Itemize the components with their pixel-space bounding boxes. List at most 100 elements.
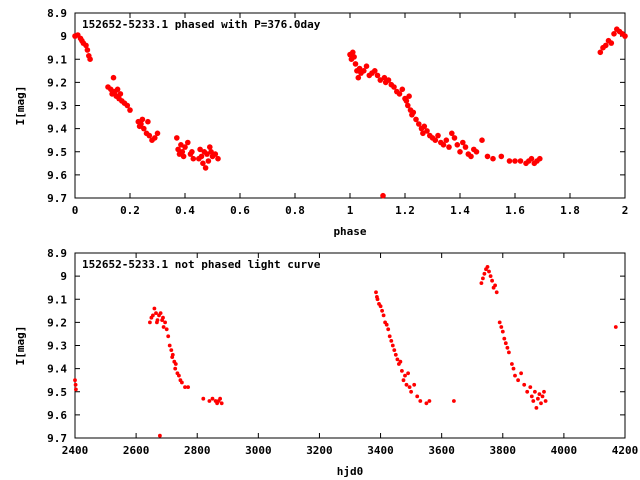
y-tick-label: 9 xyxy=(60,270,67,283)
data-point xyxy=(170,352,175,357)
data-point xyxy=(186,385,191,389)
data-point xyxy=(452,399,456,403)
data-point xyxy=(108,86,114,93)
x-tick-label: 4000 xyxy=(551,444,578,457)
data-point xyxy=(462,144,469,150)
y-tick-label: 9 xyxy=(60,30,67,43)
x-tick-label: 0 xyxy=(72,204,79,217)
y-tick-label: 9.5 xyxy=(47,386,67,399)
data-point xyxy=(531,399,536,403)
data-point xyxy=(205,158,212,164)
data-point xyxy=(361,68,367,74)
data-point xyxy=(443,137,450,143)
data-point xyxy=(427,399,432,403)
data-point xyxy=(398,359,403,364)
data-point xyxy=(389,339,394,343)
data-point xyxy=(189,149,195,155)
y-tick-label: 9.2 xyxy=(47,76,67,89)
data-point xyxy=(440,142,447,148)
y-tick-label: 9.1 xyxy=(47,293,67,306)
data-point xyxy=(152,306,157,311)
data-point xyxy=(200,160,206,167)
data-point xyxy=(396,91,403,97)
data-point xyxy=(534,406,539,410)
data-point xyxy=(406,371,410,376)
x-tick-label: 0.6 xyxy=(230,204,250,217)
data-point xyxy=(488,274,493,278)
y-tick-label: 9.7 xyxy=(47,432,67,445)
data-point xyxy=(374,290,378,295)
data-point xyxy=(207,144,213,150)
data-point xyxy=(499,325,504,329)
data-point xyxy=(525,389,530,394)
data-point xyxy=(154,130,161,137)
data-point xyxy=(512,158,518,164)
data-point xyxy=(146,132,153,139)
data-point xyxy=(208,149,214,155)
data-point xyxy=(380,192,386,199)
data-point xyxy=(73,378,77,383)
x-tick-label: 3200 xyxy=(306,444,333,457)
data-point xyxy=(533,389,537,394)
phased-light-curve-panel: 0 0.2 0.4 0.6 0.8 1 1.2 1.4 1.6 1.8 2 8.9 9 9.1 9.2 9.3… xyxy=(14,7,628,238)
data-point xyxy=(148,320,152,325)
data-point xyxy=(490,278,494,283)
data-point xyxy=(468,153,474,160)
data-point xyxy=(418,399,423,403)
data-point xyxy=(74,387,78,392)
x-tick-label: 1.4 xyxy=(450,204,470,217)
data-point xyxy=(482,271,487,276)
data-point xyxy=(507,350,511,355)
x-axis-label: phase xyxy=(333,225,366,238)
data-point xyxy=(597,49,604,56)
data-point xyxy=(513,373,517,378)
data-point xyxy=(204,151,210,157)
y-tick-label: 9.6 xyxy=(47,409,67,422)
data-point xyxy=(500,329,505,334)
data-point xyxy=(212,151,219,157)
data-point xyxy=(487,269,491,274)
data-point xyxy=(432,137,439,143)
data-point xyxy=(73,382,78,387)
y-tick-label: 9.3 xyxy=(47,100,67,113)
data-point xyxy=(490,155,496,162)
data-point xyxy=(529,394,534,399)
data-point xyxy=(352,61,359,67)
data-point xyxy=(84,47,91,53)
x-tick-label: 2800 xyxy=(184,444,211,457)
data-point xyxy=(420,130,426,137)
data-point xyxy=(350,49,356,56)
data-point xyxy=(391,84,397,90)
data-point xyxy=(435,132,441,139)
data-point xyxy=(374,72,381,79)
x-tick-label: 2600 xyxy=(123,444,150,457)
data-point xyxy=(528,385,533,389)
data-point xyxy=(449,130,455,137)
x-tick-label: 0.8 xyxy=(285,204,305,217)
data-point xyxy=(114,86,121,93)
x-tick-label: 3000 xyxy=(245,444,272,457)
x-tick-label: 0.4 xyxy=(175,204,195,217)
data-point xyxy=(83,42,89,49)
data-point xyxy=(406,93,412,99)
data-point xyxy=(390,343,395,348)
data-point xyxy=(169,348,174,352)
data-point xyxy=(381,313,386,318)
data-point xyxy=(219,401,224,406)
data-point xyxy=(161,325,166,329)
data-point xyxy=(424,401,429,406)
data-point xyxy=(404,382,409,387)
y-tick-label: 9.1 xyxy=(47,53,67,66)
x-axis-label: hjd0 xyxy=(337,465,364,478)
data-point xyxy=(484,153,491,160)
data-point xyxy=(179,149,186,155)
data-point xyxy=(174,135,180,141)
data-point xyxy=(405,102,411,109)
data-point xyxy=(384,322,389,327)
data-point xyxy=(375,297,380,302)
data-point xyxy=(409,389,413,394)
y-tick-label: 9.4 xyxy=(47,363,67,376)
data-point xyxy=(403,373,407,378)
data-point xyxy=(377,77,384,83)
